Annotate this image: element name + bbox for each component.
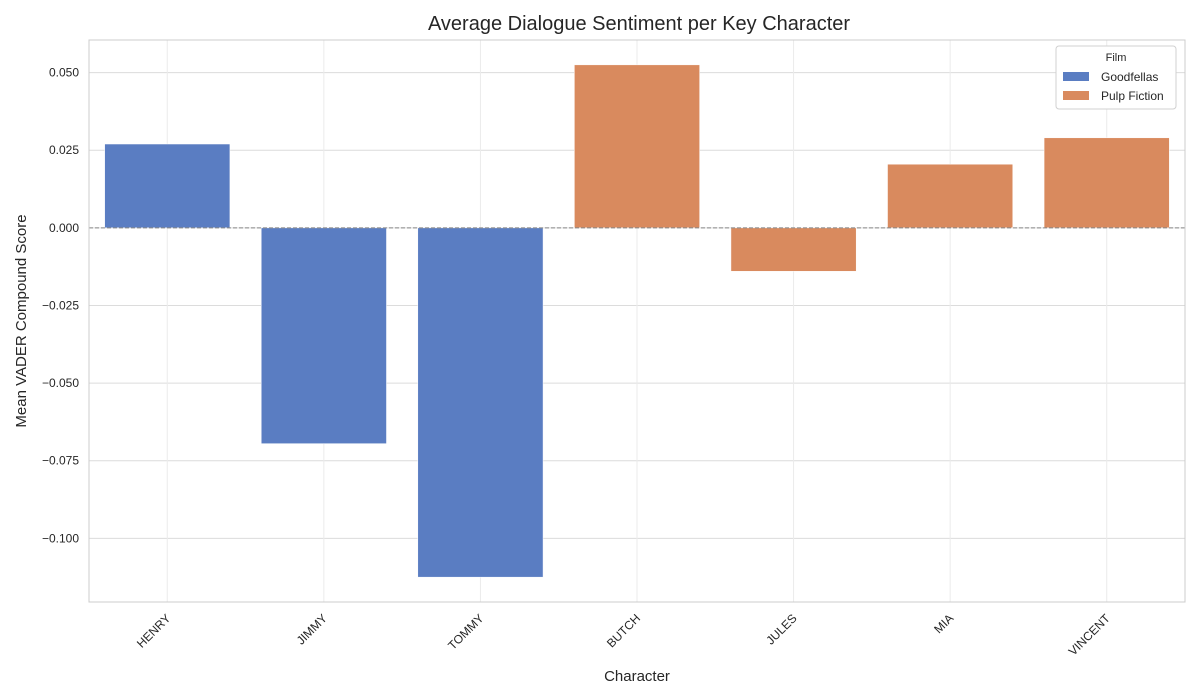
y-tick-label: −0.100 (42, 531, 79, 545)
legend-label-goodfellas: Goodfellas (1101, 70, 1158, 84)
y-axis-label: Mean VADER Compound Score (13, 214, 30, 427)
legend-label-pulp-fiction: Pulp Fiction (1101, 89, 1164, 103)
y-tick-label: 0.025 (49, 143, 79, 157)
bar-mia (887, 163, 1014, 229)
bar-jimmy (260, 227, 387, 444)
bars (104, 64, 1170, 578)
plot-area-frame (88, 39, 1186, 603)
legend-swatch-pulp-fiction (1063, 91, 1089, 100)
y-tick-label: 0.000 (49, 221, 79, 235)
y-tick-label: 0.050 (49, 66, 79, 80)
x-axis-label: Character (604, 668, 670, 685)
y-axis-ticks: −0.100 −0.075 −0.050 −0.025 0.000 0.025 0.050 (42, 66, 79, 546)
chart-title: Average Dialogue Sentiment per Key Chara… (428, 13, 850, 35)
y-tick-label: −0.075 (42, 454, 79, 468)
bar-vincent (1043, 137, 1170, 229)
y-tick-label: −0.050 (42, 376, 79, 390)
bar-jules (730, 227, 857, 272)
bar-butch (574, 64, 700, 229)
bar-tommy (417, 227, 544, 578)
legend-swatch-goodfellas (1063, 72, 1089, 81)
bar-henry (104, 143, 231, 229)
legend: Film Goodfellas Pulp Fiction (1055, 45, 1177, 110)
legend-title: Film (1106, 52, 1127, 64)
y-tick-label: −0.025 (42, 298, 79, 312)
